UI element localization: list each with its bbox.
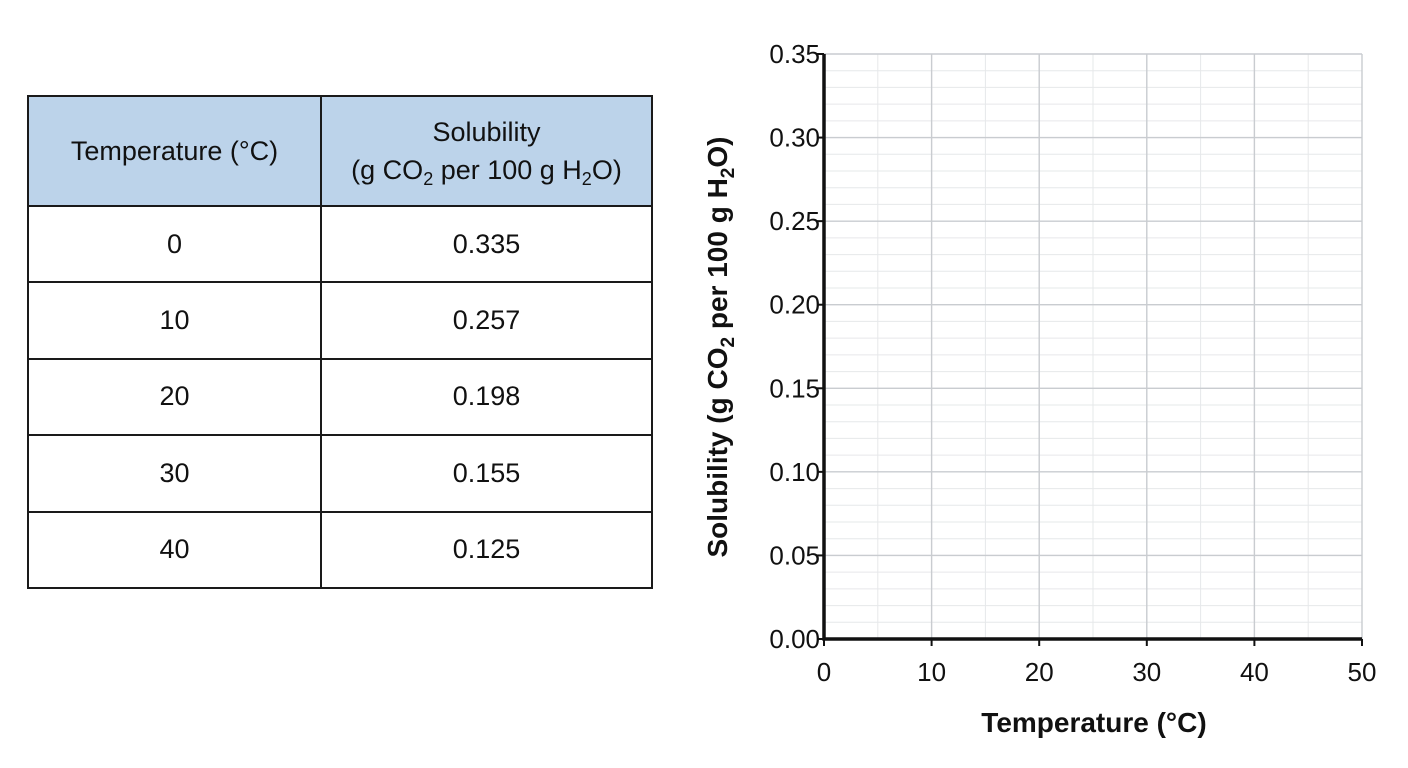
axes [817, 53, 1363, 646]
y-tick-label: 0.25 [769, 206, 820, 236]
x-tick-labels: 0 10 20 30 40 50 [817, 657, 1377, 687]
header-subscript: 2 [423, 169, 434, 189]
y-tick-labels: 0.00 0.05 0.10 0.15 0.20 0.25 0.30 0.35 [769, 39, 820, 654]
y-tick-label: 0.15 [769, 373, 820, 403]
header-unit-part: per 100 g H [433, 155, 582, 185]
header-subscript: 2 [581, 169, 592, 189]
minor-grid [823, 53, 1363, 640]
y-axis-title-subscript: 2 [718, 168, 739, 179]
y-axis-title-part: per 100 g H [702, 178, 733, 337]
x-tick-label: 20 [1025, 657, 1054, 687]
temperature-column-header: Temperature (°C) [27, 95, 322, 207]
table-row: 20 0.198 [27, 357, 653, 437]
y-tick-label: 0.05 [769, 540, 820, 570]
temperature-cell: 40 [27, 510, 322, 590]
x-tick-label: 50 [1348, 657, 1377, 687]
y-axis-title: Solubility (g CO2 per 100 g H2O) [702, 137, 739, 558]
temperature-cell: 20 [27, 357, 322, 437]
y-axis-title-part: Solubility (g CO [702, 348, 733, 558]
table-row: 30 0.155 [27, 434, 653, 513]
x-tick-label: 10 [917, 657, 946, 687]
temperature-cell: 10 [27, 281, 322, 360]
solubility-header-line1: Solubility [432, 117, 541, 147]
solubility-column-header: Solubility (g CO2 per 100 g H2O) [320, 95, 653, 207]
solubility-cell: 0.335 [320, 204, 653, 284]
temperature-cell: 0 [27, 204, 322, 284]
y-tick-label: 0.00 [769, 624, 820, 654]
header-unit-part: O) [591, 155, 622, 185]
solubility-cell: 0.155 [320, 434, 653, 513]
y-tick-label: 0.10 [769, 457, 820, 487]
y-tick-label: 0.20 [769, 290, 820, 320]
y-axis-title-subscript: 2 [718, 337, 739, 348]
table-row: 10 0.257 [27, 281, 653, 360]
solubility-cell: 0.125 [320, 510, 653, 590]
header-unit-part: (g CO [351, 155, 424, 185]
solubility-cell: 0.198 [320, 357, 653, 437]
temperature-cell: 30 [27, 434, 322, 513]
y-tick-label: 0.35 [769, 39, 820, 69]
x-tick-label: 0 [817, 657, 831, 687]
x-tick-label: 30 [1132, 657, 1161, 687]
table-header-row: Temperature (°C) Solubility (g CO2 per 1… [27, 95, 653, 207]
solubility-cell: 0.257 [320, 281, 653, 360]
x-axis-title: Temperature (°C) [981, 707, 1206, 738]
solubility-table: Temperature (°C) Solubility (g CO2 per 1… [27, 95, 653, 590]
table-row: 40 0.125 [27, 510, 653, 590]
x-tick-label: 40 [1240, 657, 1269, 687]
solubility-header-line2: (g CO2 per 100 g H2O) [351, 155, 622, 188]
y-tick-label: 0.30 [769, 123, 820, 153]
y-axis-title-part: O) [702, 137, 733, 168]
table-row: 0 0.335 [27, 204, 653, 284]
